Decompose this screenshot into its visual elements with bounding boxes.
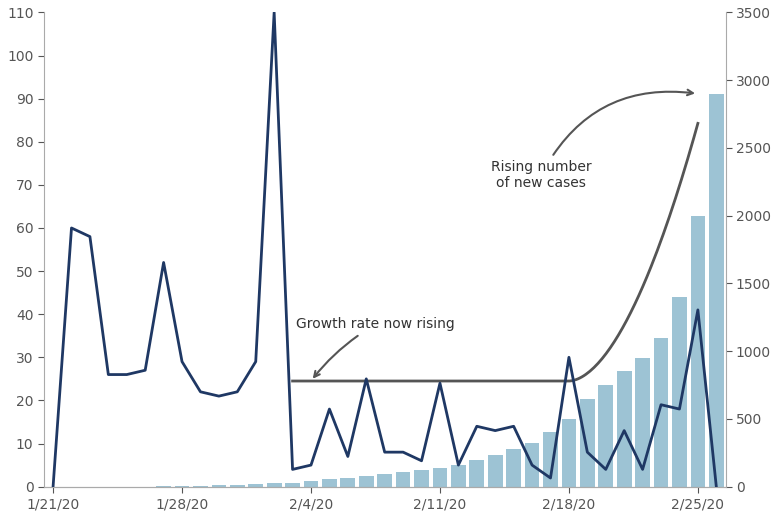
Bar [691, 215, 705, 486]
Bar [654, 338, 668, 486]
Bar [193, 485, 208, 486]
Bar [709, 94, 724, 486]
Bar [267, 483, 282, 486]
Bar [433, 468, 447, 486]
Bar [488, 455, 503, 486]
Bar [212, 485, 226, 486]
Bar [562, 419, 576, 486]
Bar [617, 371, 632, 486]
Bar [636, 358, 650, 486]
Bar [359, 477, 373, 486]
Bar [506, 449, 521, 486]
Text: Rising number
of new cases: Rising number of new cases [491, 90, 693, 190]
Bar [322, 479, 337, 486]
Bar [672, 297, 687, 486]
Bar [598, 385, 613, 486]
Bar [580, 398, 594, 486]
Bar [451, 465, 466, 486]
Bar [414, 470, 429, 486]
Bar [341, 478, 356, 486]
Bar [303, 481, 318, 486]
Bar [543, 433, 558, 486]
Bar [286, 483, 300, 486]
Bar [377, 474, 392, 486]
Bar [230, 485, 244, 486]
Text: Growth rate now rising: Growth rate now rising [296, 318, 455, 377]
Bar [396, 472, 411, 486]
Bar [524, 443, 539, 486]
Bar [248, 484, 263, 486]
Bar [469, 459, 484, 486]
